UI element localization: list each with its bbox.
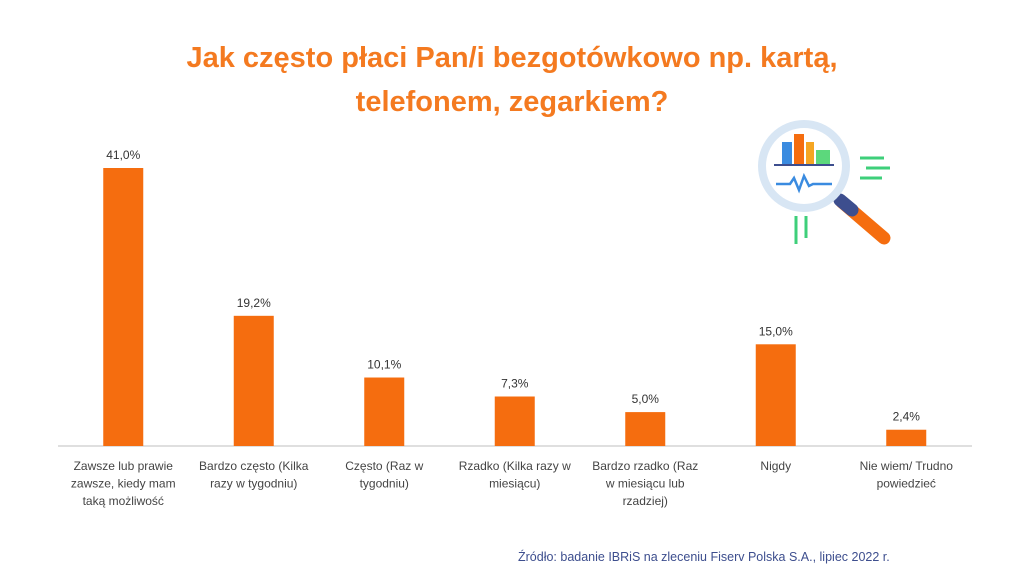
category-label-line: zawsze, kiedy mam [71, 477, 176, 491]
category-label: Bardzo rzadko (Raz w miesiącu lub rzadziej… [592, 459, 698, 508]
category-label-line: Zawsze lub prawie [74, 459, 174, 473]
category-label-line: taką możliwość [83, 494, 164, 508]
category-label-line: Nigdy [760, 459, 791, 473]
bar [886, 429, 927, 446]
category-label: Nie wiem/ Trudno powiedzieć [860, 459, 954, 491]
category-label: Bardzo często (Kilka razy w tygodniu) [199, 459, 309, 491]
category-label-line: w miesiącu lub [605, 477, 685, 491]
data-label: 2,4% [893, 410, 921, 424]
bar [103, 168, 144, 446]
bar [625, 412, 666, 446]
category-label: Rzadko (Kilka razy w miesiącu) [459, 459, 571, 491]
data-label: 15,0% [759, 324, 793, 338]
category-label-line: miesiącu) [489, 477, 540, 491]
category-label-line: powiedzieć [877, 477, 936, 491]
bar [755, 344, 796, 446]
category-label-line: Rzadko (Kilka razy w [459, 459, 571, 473]
chart-title-line: Jak często płaci Pan/i bezgotówkowo np. … [186, 42, 838, 74]
category-label-line: rzadziej) [623, 494, 668, 508]
category-label-line: tygodniu) [360, 477, 409, 491]
magnifier-chart-icon [758, 120, 891, 245]
bar [364, 377, 405, 446]
bar [233, 315, 274, 446]
category-label: Nigdy [760, 459, 791, 473]
category-label-line: Bardzo rzadko (Raz [592, 459, 698, 473]
category-label-line: Nie wiem/ Trudno [860, 459, 954, 473]
category-label: Zawsze lub prawie zawsze, kiedy mam taką m… [71, 459, 176, 508]
data-label: 19,2% [237, 296, 271, 310]
data-label: 7,3% [501, 377, 529, 391]
category-label: Często (Raz w tygodniu) [345, 459, 423, 491]
category-label-line: razy w tygodniu) [210, 477, 297, 491]
category-label-line: Bardzo często (Kilka [199, 459, 309, 473]
data-label: 10,1% [367, 358, 401, 372]
chart-title-line: telefonem, zegarkiem? [355, 86, 669, 118]
source-note: Źródło: badanie IBRiS na zleceniu Fiserv… [518, 550, 890, 564]
bar [494, 396, 535, 446]
data-label: 5,0% [632, 392, 660, 406]
data-label: 41,0% [106, 148, 140, 162]
category-label-line: Często (Raz w [345, 459, 423, 473]
chart-title: Jak często płaci Pan/i bezgotówkowo np. … [0, 36, 1024, 124]
